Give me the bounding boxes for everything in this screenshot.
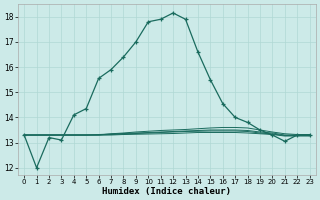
X-axis label: Humidex (Indice chaleur): Humidex (Indice chaleur)	[102, 187, 231, 196]
